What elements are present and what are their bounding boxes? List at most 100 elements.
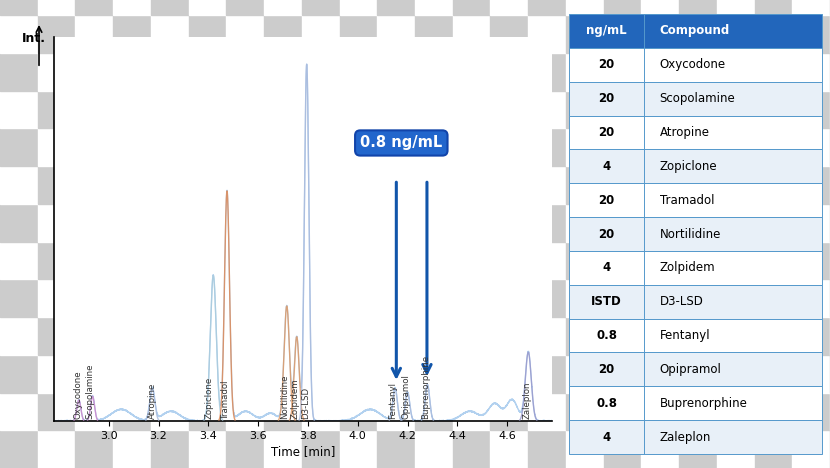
Bar: [679, 241, 717, 279]
Bar: [491, 166, 528, 204]
Bar: [0, 166, 37, 204]
Bar: [603, 91, 642, 128]
Bar: [264, 430, 302, 468]
Bar: [227, 393, 264, 430]
Bar: [793, 128, 830, 166]
Bar: [491, 241, 528, 279]
Bar: [642, 166, 679, 204]
Bar: [151, 128, 188, 166]
Bar: [603, 53, 642, 91]
Bar: [569, 183, 822, 217]
Bar: [679, 15, 717, 53]
Text: 20: 20: [598, 58, 615, 71]
Bar: [0, 430, 37, 468]
Bar: [378, 393, 415, 430]
Bar: [264, 91, 302, 128]
Bar: [679, 355, 717, 393]
Bar: [378, 317, 415, 355]
Bar: [566, 430, 603, 468]
Bar: [717, 279, 754, 317]
Bar: [642, 53, 679, 91]
Bar: [452, 317, 491, 355]
Text: Zolpidem: Zolpidem: [660, 261, 715, 274]
Bar: [188, 241, 227, 279]
Bar: [603, 204, 642, 241]
Bar: [37, 15, 76, 53]
Bar: [415, 91, 452, 128]
Bar: [302, 430, 339, 468]
Bar: [603, 0, 642, 15]
Bar: [491, 393, 528, 430]
Bar: [793, 279, 830, 317]
Y-axis label: Int.: Int.: [22, 32, 46, 45]
Bar: [642, 317, 679, 355]
Bar: [717, 355, 754, 393]
Bar: [528, 393, 566, 430]
Bar: [566, 241, 603, 279]
Bar: [76, 128, 113, 166]
Bar: [302, 15, 339, 53]
Bar: [491, 204, 528, 241]
Text: 0.8 ng/mL: 0.8 ng/mL: [360, 135, 442, 151]
Bar: [452, 0, 491, 15]
Bar: [151, 393, 188, 430]
Bar: [754, 0, 793, 15]
Bar: [642, 355, 679, 393]
Bar: [754, 204, 793, 241]
Bar: [188, 355, 227, 393]
Bar: [151, 91, 188, 128]
Bar: [528, 430, 566, 468]
Bar: [0, 393, 37, 430]
Text: Tramadol: Tramadol: [221, 380, 230, 419]
Bar: [113, 430, 151, 468]
Bar: [339, 204, 378, 241]
Bar: [227, 430, 264, 468]
Bar: [793, 241, 830, 279]
Text: Opipramol: Opipramol: [660, 363, 721, 376]
Bar: [0, 53, 37, 91]
Bar: [793, 15, 830, 53]
Bar: [151, 53, 188, 91]
Text: D3-LSD: D3-LSD: [660, 295, 704, 308]
Bar: [452, 166, 491, 204]
Bar: [566, 355, 603, 393]
Bar: [264, 53, 302, 91]
Bar: [491, 279, 528, 317]
Bar: [339, 15, 378, 53]
Bar: [113, 241, 151, 279]
Bar: [151, 355, 188, 393]
Bar: [452, 53, 491, 91]
Bar: [569, 48, 822, 82]
Bar: [452, 355, 491, 393]
Bar: [76, 430, 113, 468]
Bar: [452, 279, 491, 317]
Bar: [491, 128, 528, 166]
Text: 4: 4: [603, 261, 611, 274]
Bar: [151, 317, 188, 355]
Bar: [566, 128, 603, 166]
Bar: [415, 53, 452, 91]
Bar: [452, 15, 491, 53]
Bar: [378, 166, 415, 204]
Bar: [491, 355, 528, 393]
Bar: [679, 166, 717, 204]
Bar: [603, 166, 642, 204]
Bar: [566, 15, 603, 53]
Bar: [642, 430, 679, 468]
Bar: [113, 166, 151, 204]
Bar: [302, 393, 339, 430]
Bar: [642, 91, 679, 128]
Bar: [528, 91, 566, 128]
Bar: [37, 430, 76, 468]
Bar: [339, 317, 378, 355]
Bar: [37, 317, 76, 355]
Bar: [151, 430, 188, 468]
Bar: [378, 53, 415, 91]
Bar: [0, 15, 37, 53]
Bar: [642, 393, 679, 430]
Bar: [717, 204, 754, 241]
Text: Buprenorphine: Buprenorphine: [421, 355, 430, 419]
Bar: [37, 53, 76, 91]
Bar: [415, 0, 452, 15]
Bar: [717, 241, 754, 279]
